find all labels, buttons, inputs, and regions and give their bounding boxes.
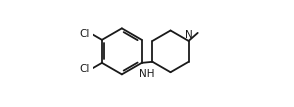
Text: Cl: Cl	[79, 29, 90, 39]
Text: NH: NH	[139, 69, 155, 79]
Text: Cl: Cl	[79, 64, 90, 74]
Text: N: N	[185, 30, 193, 40]
